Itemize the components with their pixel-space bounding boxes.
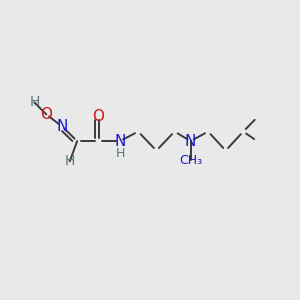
Text: H: H bbox=[115, 147, 125, 160]
Text: H: H bbox=[64, 154, 75, 168]
Text: O: O bbox=[40, 107, 52, 122]
Text: CH₃: CH₃ bbox=[179, 154, 202, 167]
Text: O: O bbox=[93, 109, 105, 124]
Text: N: N bbox=[185, 134, 196, 148]
Text: H: H bbox=[29, 95, 40, 110]
Text: N: N bbox=[114, 134, 126, 148]
Text: N: N bbox=[56, 119, 68, 134]
